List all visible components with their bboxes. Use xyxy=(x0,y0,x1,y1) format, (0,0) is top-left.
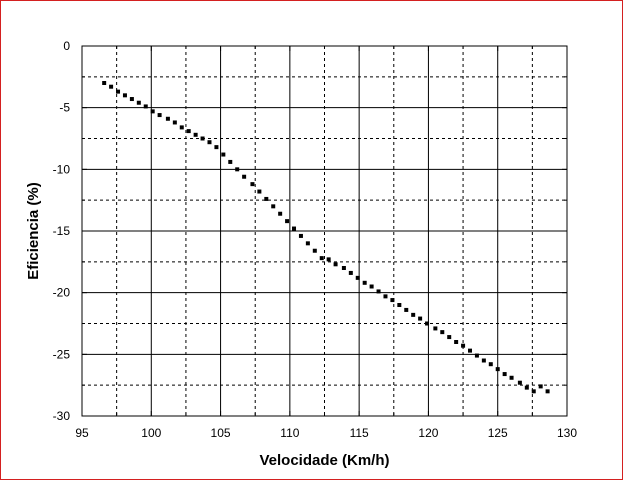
data-point xyxy=(538,384,543,389)
data-point xyxy=(292,226,297,231)
data-point xyxy=(129,97,134,102)
data-point xyxy=(502,372,507,377)
axis-ticks xyxy=(81,45,568,417)
x-tick-label: 120 xyxy=(418,426,438,440)
data-point xyxy=(150,109,155,114)
data-point xyxy=(172,120,177,125)
data-point xyxy=(411,312,416,317)
data-point xyxy=(404,307,409,312)
data-point xyxy=(369,284,374,289)
data-point xyxy=(481,358,486,363)
y-tick-label: -10 xyxy=(53,162,71,176)
data-point xyxy=(474,353,479,358)
data-point xyxy=(102,81,107,85)
data-point xyxy=(143,104,148,109)
data-point xyxy=(116,89,121,94)
data-point xyxy=(461,343,466,348)
data-point xyxy=(136,100,141,105)
y-tick-label: -15 xyxy=(53,224,71,238)
data-point xyxy=(447,335,452,340)
y-tick-label: -20 xyxy=(53,286,71,300)
data-point xyxy=(390,298,395,303)
data-point xyxy=(495,367,500,372)
data-point xyxy=(319,256,324,261)
y-tick-label: -25 xyxy=(53,347,71,361)
data-point xyxy=(468,348,472,353)
data-point xyxy=(488,362,493,367)
grid-lines xyxy=(82,46,567,416)
data-points xyxy=(102,81,550,394)
data-point xyxy=(221,152,226,157)
x-tick-label: 125 xyxy=(488,426,508,440)
data-point xyxy=(257,189,262,194)
x-tick-label: 115 xyxy=(350,426,369,440)
data-point xyxy=(278,211,283,216)
data-point xyxy=(440,330,445,335)
data-point xyxy=(312,248,317,253)
data-point xyxy=(517,380,522,385)
data-point xyxy=(285,219,290,224)
data-point xyxy=(122,93,127,98)
data-point xyxy=(242,174,247,179)
data-point xyxy=(333,262,338,267)
data-point xyxy=(425,321,430,326)
x-axis-title: Velocidade (Km/h) xyxy=(259,452,389,469)
data-point xyxy=(109,84,114,89)
data-point xyxy=(418,316,423,321)
x-tick-label: 110 xyxy=(280,426,299,440)
data-point xyxy=(157,113,162,118)
data-point xyxy=(271,204,276,209)
data-point xyxy=(200,136,205,141)
data-point xyxy=(531,389,536,394)
data-point xyxy=(524,385,529,390)
data-point xyxy=(362,280,367,285)
data-point xyxy=(165,116,170,121)
data-point xyxy=(376,289,381,294)
y-tick-label: -5 xyxy=(59,101,70,115)
data-point xyxy=(509,375,514,380)
data-point xyxy=(207,140,212,145)
data-point xyxy=(348,270,353,275)
x-tick-label: 95 xyxy=(75,426,89,440)
y-tick-label: -30 xyxy=(53,409,71,423)
y-axis-tick-labels: 0 -5 -10 -15 -20 -25 -30 xyxy=(53,39,71,423)
x-tick-label: 100 xyxy=(141,426,161,440)
data-point xyxy=(179,125,184,130)
data-point xyxy=(397,303,402,307)
data-point xyxy=(264,196,269,201)
data-point xyxy=(326,257,331,262)
data-point xyxy=(383,294,388,299)
data-point xyxy=(250,182,255,187)
data-point xyxy=(186,129,191,134)
data-point xyxy=(454,340,459,344)
data-point xyxy=(228,159,233,164)
y-tick-label: 0 xyxy=(63,39,70,53)
data-point xyxy=(235,167,240,172)
data-point xyxy=(305,241,310,246)
data-point xyxy=(298,233,303,238)
data-point xyxy=(214,145,219,150)
x-tick-label: 130 xyxy=(557,426,577,440)
data-point xyxy=(355,275,360,280)
y-axis-title: Eficiencia (%) xyxy=(25,182,42,280)
data-point xyxy=(545,389,550,394)
data-point xyxy=(341,266,346,270)
data-point xyxy=(433,326,438,331)
x-axis-tick-labels: 95 100 105 110 115 120 125 130 xyxy=(75,426,577,440)
data-point xyxy=(193,132,198,137)
x-tick-label: 105 xyxy=(211,426,231,440)
